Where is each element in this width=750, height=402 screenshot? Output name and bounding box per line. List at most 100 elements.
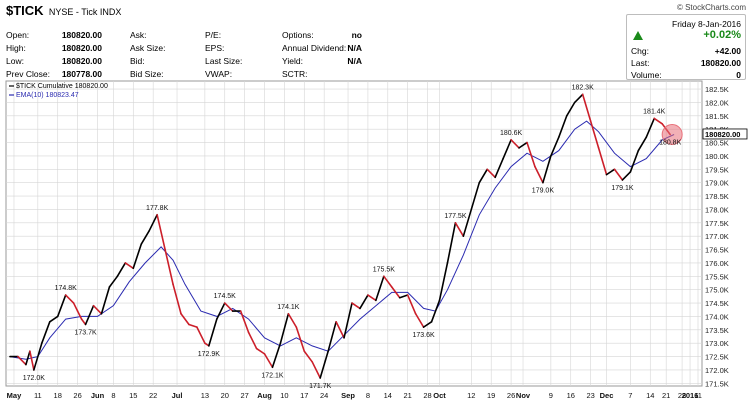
- y-tick-label: 182.0K: [705, 98, 729, 107]
- x-tick-label: 28: [678, 391, 686, 400]
- y-tick-label: 175.5K: [705, 272, 729, 281]
- price-segment: [597, 147, 608, 176]
- price-segment: [414, 312, 425, 328]
- price-segment: [653, 117, 664, 125]
- y-tick-label: 180.0K: [705, 152, 729, 161]
- price-segment: [311, 361, 321, 379]
- open-value: 180820.00: [61, 30, 102, 40]
- x-tick-label: 11: [694, 391, 702, 400]
- price-segment: [502, 139, 512, 160]
- x-tick-label: 9: [549, 391, 553, 400]
- x-tick-label: 19: [487, 391, 495, 400]
- point-annotation: 177.5K: [444, 213, 467, 220]
- price-series: [9, 93, 671, 379]
- x-tick-label: 8: [366, 391, 370, 400]
- x-tick-label: 18: [54, 391, 62, 400]
- x-tick-label: 11: [34, 391, 42, 400]
- options-value: no: [351, 30, 362, 40]
- pe-label: P/E:: [205, 30, 222, 40]
- price-segment: [462, 208, 473, 237]
- price-segment: [116, 262, 127, 278]
- y-tick-label: 176.0K: [705, 259, 729, 268]
- yield-label: Yield:: [282, 56, 303, 66]
- price-segment: [140, 230, 150, 246]
- quote-date: Friday 8-Jan-2016: [672, 19, 741, 29]
- price-segment: [383, 275, 393, 288]
- price-segment: [196, 326, 206, 344]
- x-tick-label: Jun: [91, 391, 105, 400]
- price-segment: [25, 350, 31, 366]
- y-tick-label: 178.0K: [705, 205, 729, 214]
- price-segment: [359, 294, 369, 310]
- price-segment: [263, 353, 274, 369]
- y-tick-label: 172.0K: [705, 366, 729, 375]
- chg-value: +42.00: [714, 46, 741, 56]
- price-segment: [84, 304, 95, 326]
- price-segment: [124, 262, 135, 270]
- volume-label: Volume:: [631, 70, 662, 80]
- price-segment: [172, 283, 182, 315]
- x-tick-label: 15: [129, 391, 137, 400]
- price-segment: [132, 243, 143, 270]
- ema-polyline: [9, 120, 675, 360]
- x-tick-label: Nov: [516, 391, 531, 400]
- price-segment: [48, 315, 59, 323]
- volume-value: 0: [736, 70, 741, 80]
- up-arrow-icon: [633, 31, 643, 40]
- last-value: 180820.00: [700, 58, 741, 68]
- price-segment: [156, 213, 166, 251]
- price-segment: [438, 262, 449, 302]
- point-annotation: 180.8K: [659, 140, 682, 147]
- ticker-description: NYSE - Tick INDX: [48, 7, 122, 17]
- chg-label: Chg:: [631, 46, 649, 56]
- x-tick-label: 20: [221, 391, 229, 400]
- price-segment: [29, 350, 35, 371]
- price-segment: [92, 304, 103, 315]
- point-annotation: 175.5K: [373, 266, 396, 273]
- price-segment: [645, 117, 656, 138]
- prev-close-value: 180778.00: [61, 69, 102, 79]
- price-segment: [247, 331, 258, 350]
- y-tick-label: 175.0K: [705, 286, 729, 295]
- x-tick-label: 27: [240, 391, 248, 400]
- price-segment: [605, 168, 616, 176]
- x-tick-label: 8: [111, 391, 115, 400]
- price-segment: [430, 299, 441, 323]
- price-segment: [565, 101, 576, 117]
- price-segment: [398, 294, 409, 299]
- annual-dividend-value: N/A: [347, 43, 362, 53]
- y-tick-label: 172.5K: [705, 353, 729, 362]
- price-segment: [581, 93, 592, 122]
- point-annotation: 173.6K: [413, 332, 436, 339]
- x-tick-label: 16: [567, 391, 575, 400]
- price-segment: [319, 350, 329, 379]
- x-axis: May 11 18 26 Jun 8 15 22 Jul 13 20 27 Aug 10 17 24 Sep 8 1…: [7, 391, 702, 400]
- price-segment: [446, 221, 457, 264]
- price-segment: [215, 302, 226, 320]
- x-tick-label: 26: [507, 391, 515, 400]
- x-tick-label: 7: [628, 391, 632, 400]
- ask-size-label: Ask Size:: [130, 43, 166, 53]
- point-annotation: 172.1K: [261, 372, 284, 379]
- prev-close-label: Prev Close:: [6, 69, 50, 79]
- y-tick-label: 171.5K: [705, 379, 729, 388]
- point-annotation: 172.0K: [23, 375, 46, 382]
- last-size-label: Last Size:: [205, 56, 243, 66]
- y-tick-label: 177.5K: [705, 219, 729, 228]
- price-segment: [255, 347, 266, 355]
- price-segment: [534, 165, 544, 184]
- price-segment: [56, 294, 67, 318]
- legend: $TICK Cumulative 180820.00 EMA(10) 180823…: [9, 83, 108, 99]
- price-segment: [239, 310, 250, 334]
- price-segment: [351, 302, 361, 310]
- price-segment: [558, 114, 568, 138]
- y-tick-label: 173.5K: [705, 326, 729, 335]
- y-tick-label: 178.5K: [705, 192, 729, 201]
- price-segment: [390, 286, 401, 299]
- point-annotation: 172.9K: [198, 351, 221, 358]
- price-segment: [518, 141, 528, 149]
- price-segment: [613, 168, 624, 181]
- y-tick-label: 182.5K: [705, 85, 729, 94]
- price-segment: [148, 213, 158, 232]
- point-annotation: 179.0K: [532, 188, 555, 195]
